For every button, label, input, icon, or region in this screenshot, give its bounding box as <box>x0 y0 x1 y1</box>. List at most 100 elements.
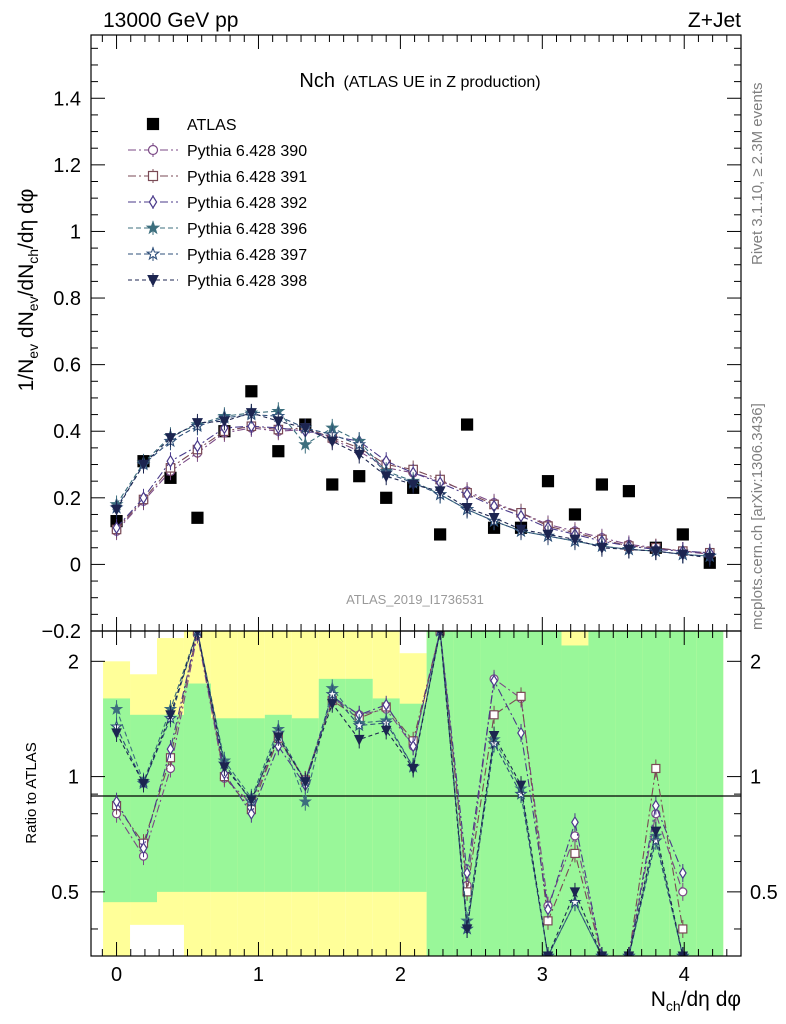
main-y-axis-label: 1/Nev dNev/dNch/dη dφ <box>15 189 41 392</box>
ratio-point <box>544 903 552 916</box>
data-point <box>299 423 311 435</box>
ratio-series-line <box>116 631 684 956</box>
ratio-point <box>623 951 635 956</box>
ratio-series-line <box>116 631 684 956</box>
data-point <box>218 416 230 428</box>
data-point <box>541 475 555 488</box>
plot-title-sub: (ATLAS UE in Z production) <box>343 74 540 91</box>
ratio-y-tick-label-right: 0.5 <box>750 882 778 904</box>
ratio-point <box>677 951 689 956</box>
ratio-point <box>651 763 661 774</box>
ratio-series-5 <box>111 631 689 956</box>
ratio-point <box>298 794 312 808</box>
data-point <box>596 543 608 555</box>
data-point <box>595 478 609 491</box>
main-y-tick-label: 1 <box>70 221 81 243</box>
ratio-point <box>111 728 122 739</box>
data-point <box>111 504 123 516</box>
ratio-y-tick-label-right: 2 <box>750 651 761 673</box>
ratio-point <box>569 887 581 898</box>
ratio-point <box>651 799 660 812</box>
data-point <box>138 459 150 471</box>
ratio-point <box>596 951 608 956</box>
main-y-tick-label: 0.6 <box>53 355 81 377</box>
ratio-point <box>326 699 338 710</box>
ratio-point <box>166 742 175 756</box>
legend-marker <box>145 220 161 235</box>
ratio-inner-band <box>696 631 724 956</box>
plot-title-main: Nch <box>299 70 335 92</box>
data-point <box>515 524 527 536</box>
data-point <box>112 521 121 535</box>
axis-ticks <box>91 35 742 956</box>
ratio-y-tick-label: 2 <box>68 651 79 673</box>
data-point <box>650 546 662 558</box>
ratio-inner-band <box>210 718 238 892</box>
data-point <box>247 419 256 433</box>
main-series-group <box>109 385 717 569</box>
main-y-tick-label: 0.4 <box>53 421 81 443</box>
data-point <box>166 454 175 468</box>
ratio-point <box>570 848 580 859</box>
ratio-point <box>515 780 527 792</box>
ratio-point <box>352 718 366 732</box>
data-point <box>353 449 365 461</box>
data-point <box>245 408 257 420</box>
ratio-point <box>489 710 499 720</box>
series-line <box>116 425 710 554</box>
ratio-point <box>247 807 256 821</box>
legend-label: Pythia 6.428 391 <box>187 169 307 186</box>
ratio-series-group <box>109 631 690 956</box>
ratio-plot-frame <box>90 630 742 957</box>
legend-entry: Pythia 6.428 391 <box>128 169 307 186</box>
ratio-inner-band <box>318 678 346 892</box>
legend-label: Pythia 6.428 396 <box>187 221 307 238</box>
legend-entry: Pythia 6.428 397 <box>128 246 307 264</box>
ratio-point <box>274 739 283 753</box>
data-point <box>542 529 554 541</box>
ratio-point <box>380 725 392 737</box>
ratio-y-tick-label: 1 <box>68 767 79 789</box>
main-y-tick-label: 1.4 <box>53 88 81 110</box>
ratio-point <box>678 887 688 897</box>
x-axis-label: Nch/dη dφ <box>651 988 741 1014</box>
legend-label: Pythia 6.428 390 <box>187 143 307 160</box>
ratio-point <box>490 674 498 688</box>
ratio-inner-band <box>183 683 211 892</box>
ratio-point <box>273 732 284 743</box>
ratio-series-line <box>116 631 684 956</box>
ratio-point <box>678 924 688 934</box>
ratio-point <box>517 726 525 740</box>
ratio-inner-band <box>130 714 157 903</box>
legend: ATLAS Pythia 6.428 390 Pythia 6.428 391 Pyt… <box>128 117 307 290</box>
ratio-point <box>165 710 176 721</box>
series-6 <box>111 403 716 567</box>
ratio-point <box>461 924 473 936</box>
ratio-point <box>488 730 500 742</box>
data-point <box>164 433 176 445</box>
legend-label: Pythia 6.428 397 <box>187 247 307 264</box>
legend-entry: Pythia 6.428 396 <box>128 220 307 238</box>
legend-marker <box>146 117 160 131</box>
main-y-tick-label: 0 <box>70 554 81 576</box>
plot-title: Nch (ATLAS UE in Z production) <box>299 70 540 92</box>
ratio-point <box>353 734 365 746</box>
ratio-point <box>139 841 148 855</box>
data-point <box>623 544 635 556</box>
data-point <box>704 552 716 565</box>
analysis-label: ATLAS_2019_I1736531 <box>346 592 484 607</box>
data-point <box>139 491 148 505</box>
main-y-tick-label: 0.2 <box>53 488 81 510</box>
data-point <box>461 503 473 515</box>
main-y-tick-label: 1.2 <box>53 155 81 177</box>
ratio-point <box>678 866 687 880</box>
data-point <box>191 511 204 524</box>
data-point <box>622 485 635 498</box>
mcplots-label: mcplots.cern.ch [arXiv:1306.3436] <box>749 403 766 630</box>
ratio-inner-band <box>669 631 697 956</box>
data-point <box>568 508 582 521</box>
legend-marker <box>147 144 159 156</box>
x-tick-label: 0 <box>111 964 122 986</box>
data-point <box>676 528 689 541</box>
data-point <box>298 437 313 451</box>
